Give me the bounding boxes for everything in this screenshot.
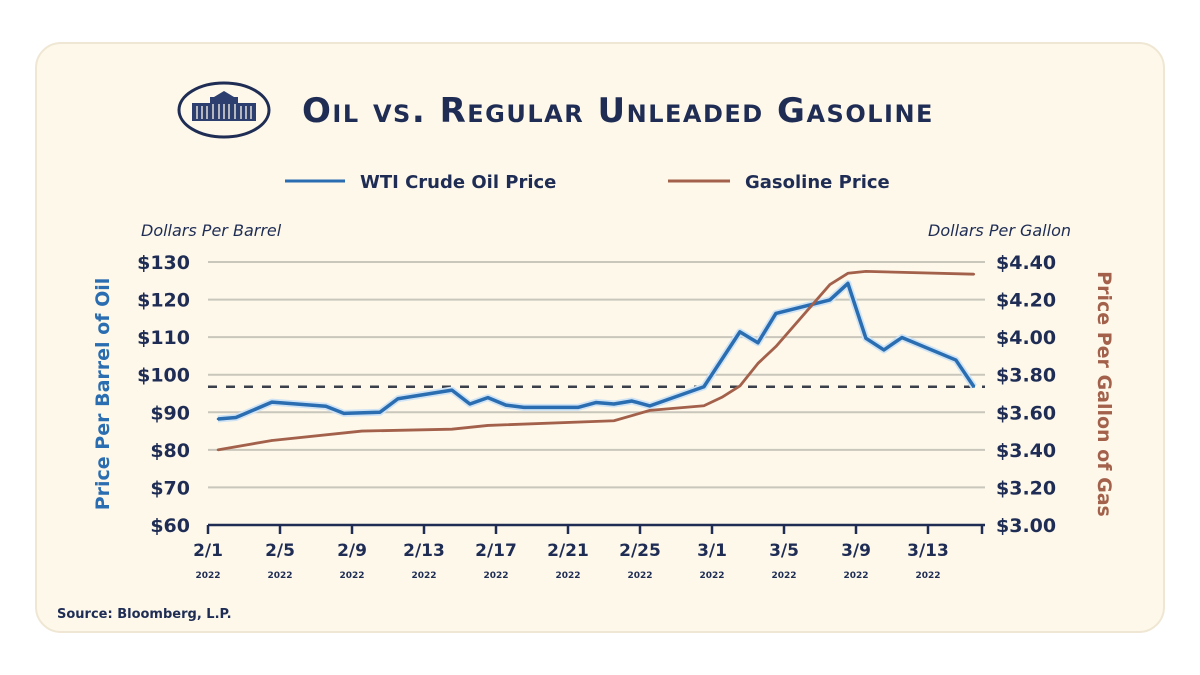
gasoline-data-point xyxy=(756,362,760,365)
oil-data-point xyxy=(774,312,778,315)
oil-data-point xyxy=(630,399,634,403)
oil-data-point xyxy=(900,336,904,339)
oil-data-point xyxy=(972,385,976,388)
oil-data-point xyxy=(216,417,220,421)
oil-data-point xyxy=(828,298,832,302)
legend-label-gasoline: Gasoline Price xyxy=(745,172,890,193)
x-tick-year: 2022 xyxy=(411,571,436,581)
gasoline-data-point xyxy=(486,424,490,427)
x-tick-year: 2022 xyxy=(771,571,796,581)
gasoline-data-point xyxy=(846,272,850,275)
right-unit-label: Dollars Per Gallon xyxy=(928,221,1071,240)
oil-data-point xyxy=(486,396,490,399)
gasoline-data-point xyxy=(720,396,724,399)
x-tick-year: 2022 xyxy=(627,571,652,581)
right-tick-label: $3.40 xyxy=(996,440,1056,462)
right-tick-label: $3.20 xyxy=(996,477,1056,499)
gasoline-data-point xyxy=(216,448,220,452)
right-tick-label: $4.00 xyxy=(996,327,1056,349)
x-tick-year: 2022 xyxy=(843,571,868,581)
x-tick-label: 2/5 xyxy=(265,541,295,561)
x-tick-year: 2022 xyxy=(483,571,508,581)
x-tick-year: 2022 xyxy=(699,571,724,581)
source-note: Source: Bloomberg, L.P. xyxy=(57,607,232,622)
x-tick-year: 2022 xyxy=(915,571,940,581)
gasoline-data-point xyxy=(270,439,274,442)
left-tick-label: $70 xyxy=(150,477,190,499)
gasoline-data-point xyxy=(864,270,868,273)
oil-data-point xyxy=(612,402,616,406)
x-tick-label: 2/13 xyxy=(403,541,445,561)
oil-price-line xyxy=(217,281,976,421)
left-tick-label: $120 xyxy=(137,290,190,312)
oil-data-point xyxy=(882,348,886,352)
gasoline-price-line xyxy=(217,269,974,452)
left-unit-label: Dollars Per Barrel xyxy=(141,221,282,240)
x-tick-label: 3/9 xyxy=(841,541,871,561)
left-tick-label: $80 xyxy=(150,440,190,462)
x-tick-label: 2/17 xyxy=(475,541,517,561)
x-tick-label: 2/9 xyxy=(337,541,367,561)
x-tick-year: 2022 xyxy=(339,571,364,581)
gasoline-data-point xyxy=(612,419,616,422)
legend-label-oil: WTI Crude Oil Price xyxy=(360,172,556,193)
right-tick-label: $3.00 xyxy=(996,515,1056,537)
oil-data-point xyxy=(522,406,526,409)
right-tick-label: $4.40 xyxy=(996,252,1056,274)
x-tick-year: 2022 xyxy=(555,571,580,581)
right-axis-title: Price Per Gallon of Gas xyxy=(1093,271,1115,517)
chart-title: Oil vs. Regular Unleaded Gasoline xyxy=(302,91,934,131)
oil-data-point xyxy=(756,341,760,344)
gasoline-data-point xyxy=(360,429,364,433)
gasoline-data-point xyxy=(828,283,832,286)
oil-data-point xyxy=(378,411,382,414)
oil-data-point xyxy=(234,416,238,419)
gasoline-data-point xyxy=(648,409,652,412)
x-tick-label: 2/1 xyxy=(193,541,223,561)
gasoline-data-point xyxy=(702,404,706,407)
oil-data-point xyxy=(270,400,274,404)
right-tick-label: $3.60 xyxy=(996,402,1056,424)
oil-data-point xyxy=(504,403,508,407)
left-tick-label: $60 xyxy=(150,515,190,537)
gasoline-data-point xyxy=(972,273,976,276)
x-tick-label: 2/25 xyxy=(619,541,661,561)
oil-data-point xyxy=(450,388,454,392)
gasoline-data-point xyxy=(450,427,454,431)
oil-data-point xyxy=(864,337,868,340)
oil-data-point xyxy=(576,406,580,409)
oil-data-point xyxy=(324,405,328,408)
white-house-logo xyxy=(177,81,271,139)
oil-data-point xyxy=(702,385,706,388)
x-tick-label: 2/21 xyxy=(547,541,589,561)
left-axis-title: Price Per Barrel of Oil xyxy=(92,278,114,511)
right-tick-label: $4.20 xyxy=(996,290,1056,312)
oil-data-point xyxy=(738,330,742,334)
left-tick-label: $110 xyxy=(137,327,190,349)
oil-data-point xyxy=(648,404,652,408)
x-tick-label: 3/5 xyxy=(769,541,799,561)
oil-data-point xyxy=(468,402,472,406)
x-tick-label: 3/13 xyxy=(907,541,949,561)
left-tick-label: $130 xyxy=(137,252,190,274)
oil-data-point xyxy=(396,397,400,400)
oil-data-point xyxy=(594,401,598,404)
gasoline-data-point xyxy=(774,345,778,348)
oil-line-glow xyxy=(217,279,977,423)
left-tick-label: $100 xyxy=(137,365,190,387)
right-tick-label: $3.80 xyxy=(996,365,1056,387)
oil-data-point xyxy=(846,282,850,285)
left-tick-label: $90 xyxy=(150,402,190,424)
gasoline-data-point xyxy=(738,384,742,388)
oil-data-point xyxy=(342,412,346,415)
x-tick-year: 2022 xyxy=(267,571,292,581)
oil-data-point xyxy=(954,358,958,362)
x-tick-label: 3/1 xyxy=(697,541,727,561)
x-tick-year: 2022 xyxy=(195,571,220,581)
